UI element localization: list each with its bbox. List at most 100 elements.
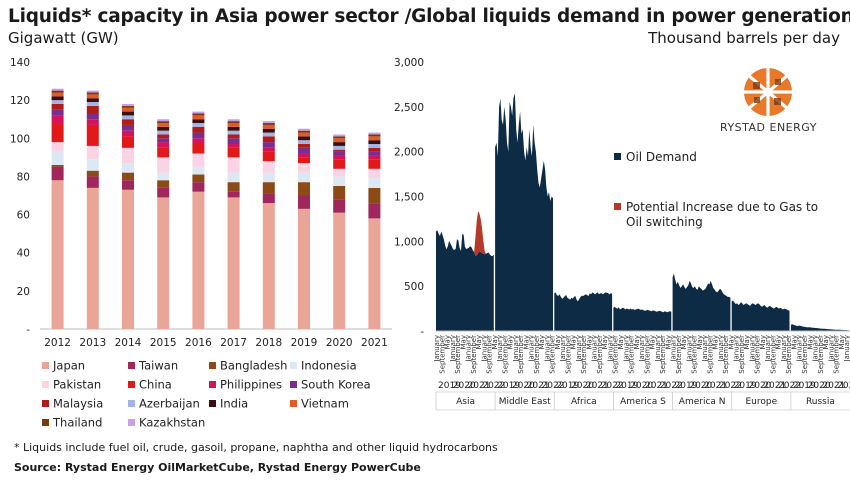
month-tick-label: September [770, 335, 778, 374]
month-tick-label: January [796, 335, 804, 363]
month-tick-label: May [507, 335, 515, 349]
month-tick-label: September [801, 335, 809, 374]
month-tick-label: September [564, 335, 572, 374]
area-series-oil-demand [790, 324, 849, 331]
month-tick-label: May [759, 335, 767, 349]
year-tick-label: 2021 [822, 381, 845, 391]
bar-segment [262, 124, 275, 129]
bar-segment [192, 126, 205, 133]
legend-label: Oil Demand [626, 150, 697, 164]
legend-label: India [220, 397, 248, 411]
bar-segment [122, 180, 134, 190]
bar-segment [192, 113, 205, 116]
bar-segment [333, 138, 346, 143]
year-tick-label: 2019 [556, 381, 579, 391]
month-tick-label: May [680, 335, 688, 349]
legend-swatch [209, 400, 216, 407]
bar-segment [227, 197, 240, 329]
bar-segment [51, 151, 64, 165]
bar-segment [368, 134, 381, 137]
month-tick-label: September [738, 335, 746, 374]
month-tick-label: September [722, 335, 730, 374]
bar-segment [192, 191, 205, 329]
month-tick-label: January [559, 335, 567, 363]
month-tick-label: January [622, 335, 630, 363]
year-tick-label: 2021 [763, 381, 786, 391]
month-tick-label: September [833, 335, 841, 374]
x-tick-label: 2016 [185, 337, 212, 349]
footnote: * Liquids include fuel oil, crude, gasoi… [14, 441, 498, 454]
bar-segment [122, 111, 134, 116]
x-tick-label: 2019 [291, 337, 318, 349]
bar-segment [86, 98, 99, 103]
bar-segment [227, 157, 240, 173]
left-chart-unit: Gigawatt (GW) [8, 29, 119, 47]
month-tick-label: September [612, 335, 620, 374]
month-tick-label: May [822, 335, 830, 349]
month-tick-label: September [533, 335, 541, 374]
y-tick-label: 60 [17, 210, 30, 222]
region-label: America N [679, 397, 726, 407]
year-tick-label: 2022 [542, 381, 565, 391]
bar-segment [86, 124, 99, 146]
month-tick-label: September [675, 335, 683, 374]
bar-segment [122, 119, 134, 125]
bar-segment [157, 121, 170, 124]
bar-segment [51, 166, 64, 181]
legend-swatch [290, 400, 297, 407]
year-tick-label: 2021 [527, 381, 550, 391]
bar-segment [298, 195, 310, 209]
legend-label: Indonesia [301, 359, 357, 373]
y-tick-label: - [26, 324, 30, 336]
bar-segment [368, 168, 381, 179]
bar-segment [157, 126, 170, 131]
legend-swatch [128, 419, 135, 426]
bar-segment [192, 115, 205, 120]
year-tick-label: 2020 [749, 381, 772, 391]
year-tick-label: 2022 [837, 381, 850, 391]
bar-segment [262, 121, 275, 124]
bar-segment [86, 92, 99, 95]
bar-segment [368, 132, 381, 135]
year-tick-label: 2019 [615, 381, 638, 391]
month-tick-label: September [454, 335, 462, 374]
bar-segment [368, 151, 381, 156]
bar-segment [333, 199, 346, 213]
bar-segment [368, 155, 381, 160]
bar-segment [298, 130, 310, 133]
bar-segment [51, 164, 64, 167]
month-tick-label: May [570, 335, 578, 349]
bar-segment [122, 115, 134, 120]
bar-segment [298, 147, 310, 154]
bar-segment [333, 212, 346, 329]
year-tick-label: 2020 [512, 381, 535, 391]
bar-segment [157, 134, 170, 139]
year-tick-label: 2022 [719, 381, 742, 391]
bar-segment [86, 176, 99, 188]
bar-segment [227, 119, 240, 122]
month-tick-label: September [549, 335, 557, 374]
bar-segment [51, 100, 64, 104]
bar-segment [157, 180, 170, 188]
area-series-oil-demand [495, 93, 553, 332]
bar-segment [122, 147, 134, 164]
bar-segment [157, 123, 170, 127]
region-label: Middle East [499, 397, 551, 407]
bar-segment [86, 105, 99, 114]
year-tick-label: 2019 [734, 381, 757, 391]
bar-segment [227, 130, 240, 135]
bar-segment [86, 113, 99, 120]
bar-segment [192, 166, 205, 175]
bar-segment [122, 136, 134, 148]
bar-segment [122, 105, 134, 108]
month-tick-label: September [501, 335, 509, 374]
bar-segment [227, 121, 240, 124]
bar-segment [368, 159, 381, 169]
bar-segment [157, 147, 170, 158]
bar-segment [368, 140, 381, 145]
bar-segment [227, 144, 240, 148]
bar-segment [298, 132, 310, 137]
y-tick-label: 500 [404, 281, 424, 293]
month-tick-label: September [817, 335, 825, 374]
legend-label: China [139, 378, 172, 392]
